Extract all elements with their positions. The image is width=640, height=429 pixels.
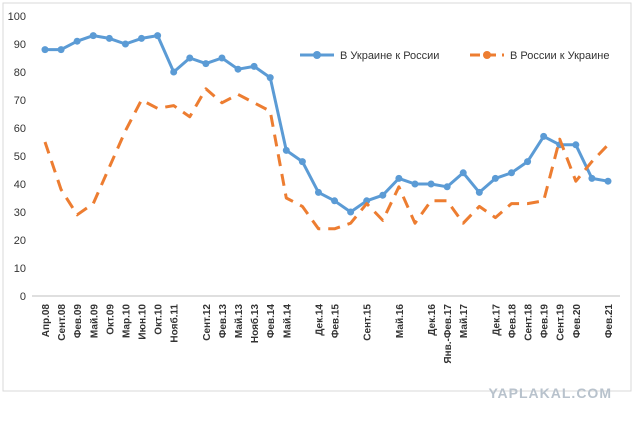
x-tick-label: Сент.12 <box>202 304 213 341</box>
data-point <box>89 32 97 40</box>
x-tick-label: Мар.10 <box>121 304 132 338</box>
chart-frame <box>2 2 632 392</box>
data-point <box>331 197 339 205</box>
data-point <box>282 146 290 154</box>
data-point <box>379 191 387 199</box>
data-point <box>298 158 306 166</box>
series-line <box>43 87 610 231</box>
x-tick-label: Окт.09 <box>105 304 116 335</box>
data-point <box>347 208 355 216</box>
data-point <box>41 46 49 54</box>
data-point <box>202 60 210 68</box>
x-tick-label: Окт.10 <box>154 304 165 335</box>
x-tick-label: Май.13 <box>234 304 245 339</box>
data-point <box>411 180 419 188</box>
legend-marker <box>313 51 321 59</box>
x-tick-label: Фев.13 <box>218 304 229 339</box>
data-point <box>524 158 532 166</box>
data-point <box>427 180 435 188</box>
legend-label: В России к Украине <box>510 50 609 62</box>
data-point <box>395 174 403 182</box>
data-point <box>314 188 322 196</box>
data-point <box>73 37 81 45</box>
x-tick-label: Май.17 <box>459 304 470 339</box>
data-point <box>540 132 548 140</box>
data-point <box>459 169 467 177</box>
data-point <box>234 65 242 73</box>
y-tick-label: 60 <box>14 123 26 135</box>
data-point <box>604 177 612 185</box>
data-point <box>572 141 580 149</box>
y-tick-label: 100 <box>8 11 26 23</box>
x-tick-label: Дек.16 <box>427 304 438 336</box>
data-point <box>250 62 258 70</box>
legend-marker <box>483 51 491 59</box>
y-tick-label: 10 <box>14 263 26 275</box>
watermark: YAPLAKAL.COM <box>489 385 613 401</box>
data-point <box>443 183 451 191</box>
data-point <box>588 174 596 182</box>
y-tick-label: 50 <box>14 151 26 163</box>
x-tick-label: Май.09 <box>89 304 100 339</box>
x-tick-label: Апр.08 <box>41 304 52 338</box>
x-tick-label: Янв.-Фев.17 <box>443 304 454 364</box>
data-point <box>507 169 515 177</box>
data-point <box>218 54 226 62</box>
data-point <box>186 54 194 62</box>
data-point <box>121 40 129 48</box>
data-point <box>266 74 274 82</box>
x-tick-label: Фев.14 <box>266 304 277 339</box>
data-point <box>363 197 371 205</box>
data-point <box>138 34 146 42</box>
x-tick-label: Май.16 <box>395 304 406 339</box>
data-point <box>475 188 483 196</box>
x-tick-label: Сент.18 <box>524 304 535 341</box>
x-tick-label: Июн.10 <box>138 304 149 340</box>
x-tick-label: Нояб.13 <box>249 304 261 344</box>
y-tick-label: 20 <box>14 235 26 247</box>
x-tick-label: Фев.19 <box>540 304 551 339</box>
x-tick-label: Фев.15 <box>331 304 342 339</box>
x-tick-label: Фев.09 <box>73 304 84 339</box>
x-tick-label: Фев.20 <box>572 304 583 339</box>
y-tick-label: 30 <box>14 207 26 219</box>
x-tick-label: Дек.17 <box>491 304 502 336</box>
x-tick-label: Сент.15 <box>363 304 374 341</box>
data-point <box>57 46 65 54</box>
y-tick-label: 80 <box>14 67 26 79</box>
y-tick-label: 0 <box>20 291 26 303</box>
x-tick-label: Май.14 <box>282 304 293 339</box>
y-tick-label: 90 <box>14 39 26 51</box>
y-tick-label: 70 <box>14 95 26 107</box>
legend-label: В Украине к России <box>340 50 439 62</box>
x-tick-label: Сент.08 <box>57 304 68 341</box>
x-tick-label: Фев.21 <box>604 304 615 339</box>
data-point <box>154 32 162 40</box>
x-tick-label: Нояб.11 <box>169 304 181 343</box>
x-tick-label: Дек.14 <box>314 304 325 336</box>
x-tick-label: Сент.19 <box>556 304 567 341</box>
data-point <box>170 68 178 76</box>
y-tick-label: 40 <box>14 179 26 191</box>
data-point <box>105 34 113 42</box>
x-tick-label: Фев.18 <box>507 304 518 339</box>
data-point <box>491 174 499 182</box>
